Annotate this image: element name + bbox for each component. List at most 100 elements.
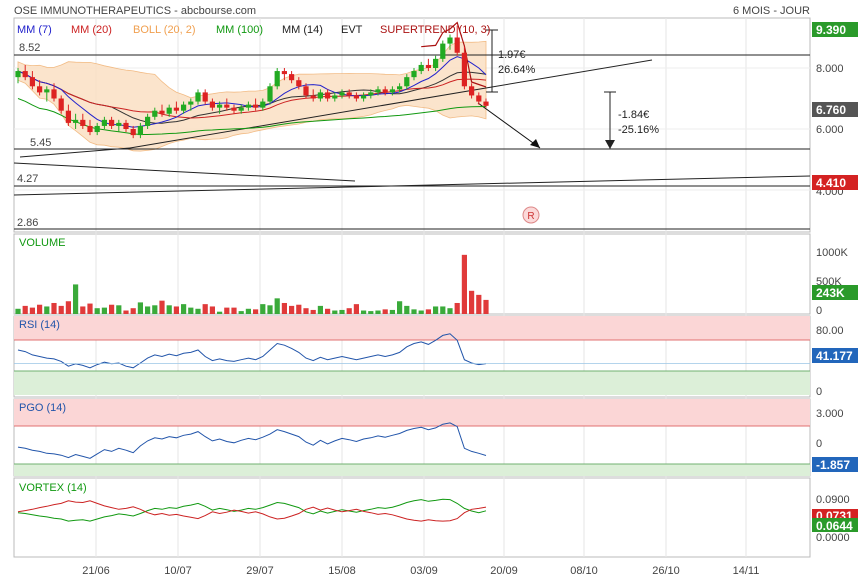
volume-bar — [58, 305, 64, 314]
volume-bar — [447, 308, 453, 314]
volume-bar — [137, 302, 143, 314]
badge-current: 6.760 — [816, 103, 846, 117]
badge-vortex-green: 0.0644 — [816, 519, 853, 533]
candle-body — [101, 119, 107, 126]
level-label-mid: 5.45 — [30, 137, 51, 149]
candle-body — [231, 107, 237, 111]
volume-bar — [260, 304, 266, 314]
candle-body — [260, 101, 266, 108]
pgo-upper-zone — [14, 399, 810, 426]
rsi-line — [17, 333, 487, 369]
volume-tick-1000k: 1000K — [816, 247, 848, 259]
volume-bar — [433, 306, 439, 314]
candle-body — [368, 92, 374, 96]
candle-body — [483, 101, 489, 106]
legend-mm20: MM (20) — [71, 24, 112, 36]
candle-body — [361, 95, 367, 99]
volume-bar — [469, 290, 475, 314]
x-label-6: 08/10 — [570, 565, 598, 577]
x-label-2: 29/07 — [246, 565, 274, 577]
candle-body — [469, 86, 475, 96]
volume-bar — [418, 310, 424, 314]
trend-line-rising — [13, 175, 811, 196]
candle-body — [195, 92, 201, 102]
level-label-bottom: 2.86 — [17, 217, 38, 229]
volume-bar — [15, 308, 21, 314]
candle-body — [404, 77, 410, 87]
marker-circle[interactable] — [522, 206, 540, 224]
badge-low: 4.410 — [816, 176, 846, 190]
volume-bar — [51, 302, 57, 314]
pgo-label: PGO (14) — [19, 402, 66, 414]
candle-body — [44, 89, 50, 93]
candle-body — [123, 122, 129, 129]
volume-bar — [238, 311, 244, 314]
level-label-low: 4.27 — [17, 173, 38, 185]
volume-bar — [425, 309, 431, 314]
x-label-5: 20/09 — [490, 565, 518, 577]
vortex-plus-line — [17, 498, 487, 522]
candle-body — [289, 74, 295, 81]
badge-vortex-green-bg — [812, 518, 858, 532]
candle-body — [346, 92, 352, 96]
vortex-minus-line — [17, 500, 487, 522]
candle-body — [440, 43, 446, 59]
legend-supertrend: SUPERTREND (10, 3) — [380, 24, 490, 36]
volume-bar — [29, 307, 35, 314]
volume-bar — [101, 307, 107, 314]
candle-body — [29, 77, 35, 87]
candle-body — [317, 92, 323, 99]
rsi-label: RSI (14) — [19, 319, 60, 331]
volume-bar — [483, 299, 489, 314]
pgo-tick-3: 3.000 — [816, 408, 844, 420]
candle-body — [267, 86, 273, 102]
volume-bar — [274, 298, 280, 314]
volume-bar — [310, 309, 316, 314]
badge-pgo-bg — [812, 457, 858, 472]
volume-bar — [281, 302, 287, 314]
volume-bar — [22, 305, 28, 314]
candle-body — [15, 71, 21, 78]
projection-arrow-line — [477, 102, 541, 149]
volume-bar — [339, 309, 345, 314]
volume-bar — [181, 304, 187, 314]
volume-bar — [130, 308, 136, 314]
candle-body — [397, 86, 403, 90]
volume-bar — [209, 306, 215, 314]
volume-bar — [94, 308, 100, 314]
panel-frame-1 — [13, 233, 811, 315]
volume-bar — [123, 310, 129, 314]
volume-bar — [346, 308, 352, 314]
legend-mm7: MM (7) — [17, 24, 52, 36]
up-pct-label: 26.64% — [498, 64, 536, 76]
candle-body — [188, 101, 194, 105]
candle-body — [332, 95, 338, 99]
projection-arrow-head — [530, 139, 540, 148]
volume-bar — [159, 300, 165, 314]
supertrend-line — [421, 21, 487, 88]
candle-body — [224, 104, 230, 108]
candle-body — [411, 71, 417, 78]
candle-body — [253, 104, 259, 108]
volume-bar — [253, 309, 259, 314]
volume-bar — [397, 301, 403, 314]
rsi-tick-0: 0 — [816, 386, 822, 398]
volume-bar — [188, 307, 194, 314]
volume-bar — [195, 308, 201, 314]
candle-body — [51, 89, 57, 99]
trend-line-declining — [13, 162, 356, 182]
candle-body — [130, 129, 136, 136]
candle-body — [65, 110, 71, 123]
volume-bar — [389, 309, 395, 314]
down-change-label: -1.84€ — [618, 109, 649, 121]
volume-bar — [145, 306, 151, 314]
legend-mm14: MM (14) — [282, 24, 323, 36]
badge-rsi-bg — [812, 348, 858, 363]
volume-bar — [116, 305, 122, 314]
candle-body — [109, 119, 115, 126]
candle-body — [145, 116, 151, 126]
candle-body — [433, 58, 439, 68]
volume-bar — [303, 308, 309, 314]
candle-body — [454, 37, 460, 53]
